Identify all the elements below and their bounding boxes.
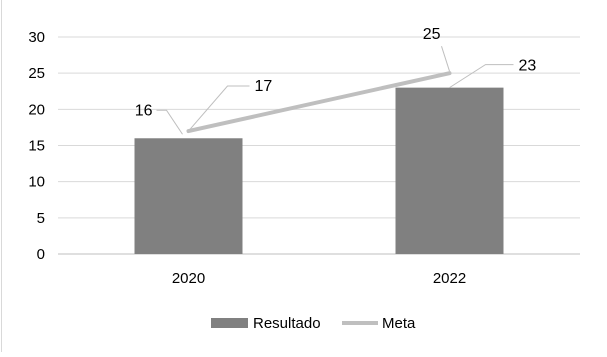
bar-data-label: 16 [135,102,153,119]
x-axis-categories: 2020 2022 [172,270,466,287]
leader-line [441,46,450,72]
y-tick-label: 0 [37,246,45,263]
line-series-meta [186,71,452,134]
leader-line [188,85,250,132]
y-tick-label: 25 [28,65,45,82]
y-tick-label: 15 [28,138,45,155]
x-category-label: 2020 [172,270,205,287]
legend-label-meta: Meta [382,315,416,332]
y-axis-ticks: 0 5 10 15 20 25 30 [28,29,45,263]
bar-2020 [134,138,243,254]
legend-swatch-resultado [211,318,248,328]
data-labels: 16 23 17 25 [135,26,537,119]
leader-line [449,64,514,89]
line-data-label: 25 [423,26,441,43]
leader-line [156,109,183,135]
bar-data-label: 23 [519,58,537,75]
y-tick-label: 10 [28,174,45,191]
line-data-label: 17 [255,78,273,95]
meta-line [186,71,452,134]
frame-edge [1,0,2,352]
y-tick-label: 30 [28,29,45,46]
y-tick-label: 5 [37,210,45,227]
bar-series-resultado [134,87,504,254]
legend-label-resultado: Resultado [253,315,321,332]
x-category-label: 2022 [433,270,466,287]
y-tick-label: 20 [28,101,45,118]
bar-2022 [395,87,504,254]
data-label-leaders [156,46,514,135]
legend: Resultado Meta [211,315,416,332]
